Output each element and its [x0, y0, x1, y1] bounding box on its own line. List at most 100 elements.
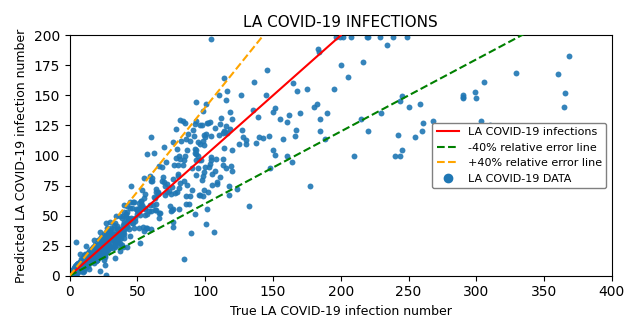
- Point: [397, 147, 407, 153]
- Point: [111, 213, 121, 219]
- Point: [168, 224, 178, 229]
- Point: [77, 260, 88, 265]
- Point: [82, 258, 92, 263]
- Point: [81, 263, 91, 268]
- Point: [84, 255, 95, 260]
- Point: [193, 192, 204, 198]
- Point: [225, 126, 236, 131]
- Point: [88, 251, 98, 256]
- Point: [74, 263, 84, 268]
- Point: [77, 259, 87, 264]
- Point: [104, 236, 114, 241]
- Point: [67, 272, 77, 277]
- Point: [186, 230, 196, 235]
- Point: [140, 212, 150, 218]
- Point: [78, 259, 88, 264]
- Point: [71, 270, 81, 276]
- Point: [168, 176, 179, 181]
- Point: [69, 271, 79, 276]
- Point: [93, 252, 103, 257]
- Point: [65, 270, 76, 276]
- Point: [67, 269, 77, 275]
- Point: [428, 118, 438, 124]
- Point: [68, 269, 79, 274]
- Point: [72, 266, 82, 271]
- Point: [125, 215, 136, 220]
- Point: [72, 269, 82, 274]
- Point: [236, 93, 246, 98]
- Point: [66, 272, 76, 277]
- Point: [67, 269, 77, 274]
- Point: [100, 241, 110, 246]
- Point: [139, 175, 149, 180]
- Point: [97, 247, 107, 253]
- Point: [83, 260, 93, 265]
- Point: [108, 223, 118, 228]
- Point: [253, 115, 263, 120]
- Point: [81, 260, 92, 266]
- Point: [70, 268, 81, 273]
- Point: [70, 269, 80, 275]
- Point: [559, 105, 570, 110]
- Point: [66, 271, 76, 276]
- Point: [77, 260, 87, 266]
- Point: [88, 255, 98, 260]
- Point: [100, 262, 110, 268]
- Point: [128, 221, 138, 226]
- Point: [349, 153, 360, 158]
- Point: [67, 271, 77, 277]
- Point: [68, 272, 79, 277]
- Point: [70, 268, 80, 274]
- Point: [133, 209, 143, 214]
- Point: [148, 151, 159, 156]
- Point: [322, 111, 332, 116]
- Point: [68, 270, 79, 275]
- Point: [179, 157, 189, 162]
- Point: [100, 245, 111, 251]
- Point: [71, 269, 81, 274]
- Point: [67, 270, 77, 275]
- Point: [92, 247, 102, 253]
- Point: [95, 250, 105, 255]
- Point: [76, 260, 86, 265]
- Point: [84, 255, 95, 260]
- Point: [77, 265, 88, 271]
- Point: [216, 116, 227, 121]
- Point: [180, 193, 191, 199]
- Point: [110, 255, 120, 260]
- Point: [72, 265, 82, 271]
- Point: [95, 269, 105, 274]
- Point: [69, 269, 79, 275]
- Point: [69, 267, 79, 272]
- Point: [71, 265, 81, 270]
- Point: [68, 271, 78, 276]
- Point: [417, 129, 428, 134]
- Point: [66, 270, 76, 275]
- Point: [113, 232, 123, 238]
- Point: [75, 265, 85, 270]
- Point: [80, 252, 90, 257]
- Point: [81, 259, 92, 264]
- Point: [81, 243, 91, 248]
- Point: [68, 269, 78, 275]
- Point: [68, 272, 78, 278]
- Point: [199, 187, 209, 192]
- Point: [97, 238, 108, 243]
- Point: [219, 129, 229, 134]
- Point: [137, 187, 147, 192]
- Point: [113, 226, 124, 232]
- Point: [70, 266, 80, 272]
- Point: [82, 261, 92, 267]
- Point: [68, 268, 78, 274]
- Point: [83, 255, 93, 260]
- Point: [67, 273, 77, 278]
- Point: [85, 254, 95, 259]
- Point: [164, 188, 174, 194]
- Point: [69, 269, 79, 274]
- Point: [68, 269, 78, 274]
- Point: [79, 256, 90, 261]
- Point: [95, 247, 106, 252]
- Point: [81, 255, 91, 261]
- Point: [137, 202, 147, 208]
- Point: [78, 260, 88, 265]
